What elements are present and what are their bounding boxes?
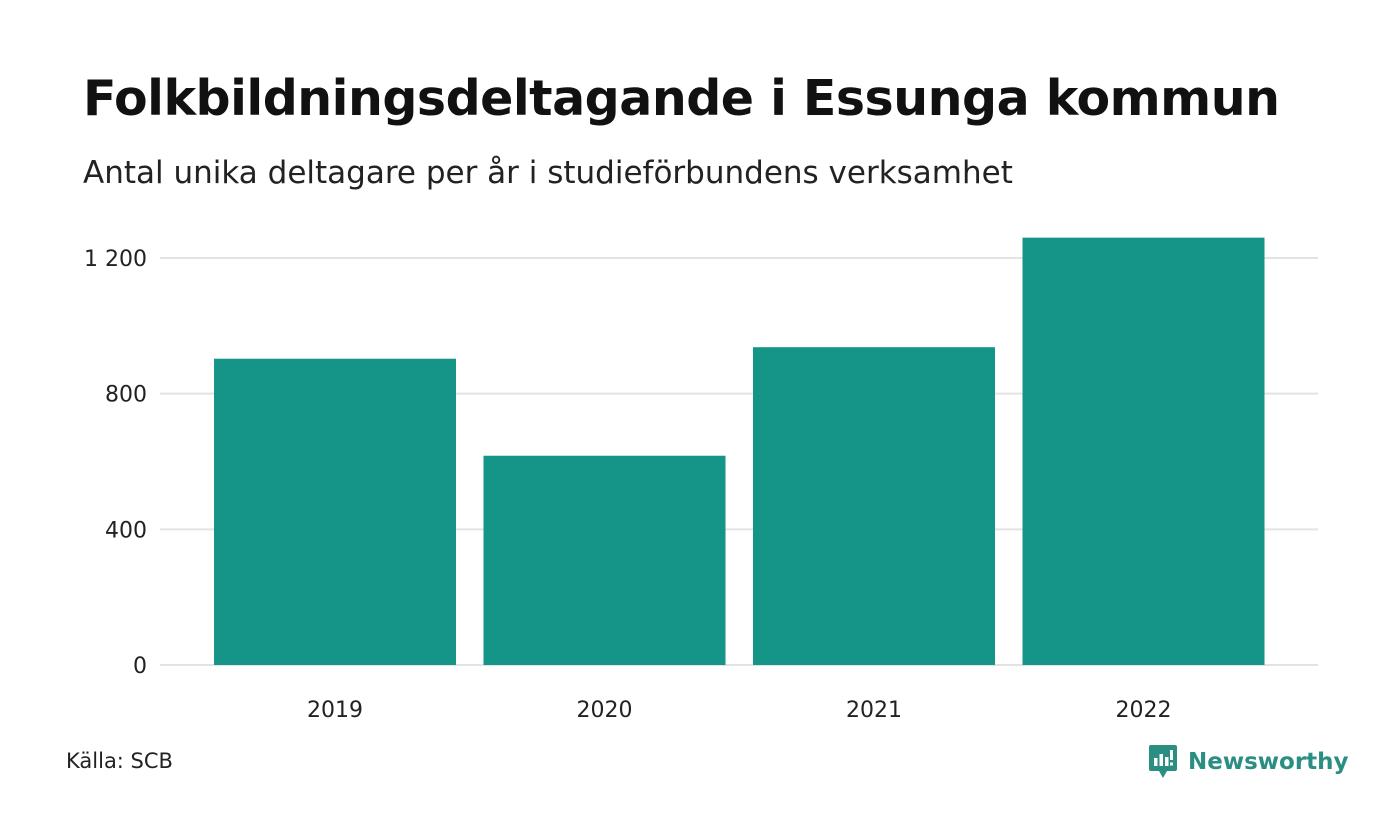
bar-2019	[214, 358, 456, 665]
x-axis-tick-labels: 2019 2020 2021 2022	[307, 698, 1172, 723]
x-tick-label: 2020	[577, 698, 633, 723]
bar-2020	[483, 455, 726, 665]
y-tick-label: 1 200	[84, 247, 147, 272]
bars	[214, 237, 1265, 665]
chart-subtitle: Antal unika deltagare per år i studieför…	[83, 155, 1013, 191]
chart-title: Folkbildningsdeltagande i Essunga kommun	[83, 70, 1280, 127]
y-tick-label: 0	[133, 654, 147, 679]
x-tick-label: 2022	[1116, 698, 1172, 723]
y-axis-tick-labels: 0 400 800 1 200	[84, 247, 147, 679]
bar-2022	[1022, 237, 1265, 665]
newsworthy-logo-icon	[1149, 745, 1177, 778]
brand-logo[interactable]: Newsworthy	[1148, 743, 1349, 781]
source-note: Källa: SCB	[66, 749, 173, 773]
brand-name: Newsworthy	[1188, 749, 1349, 775]
x-tick-label: 2019	[307, 698, 363, 723]
y-tick-label: 400	[105, 518, 147, 543]
x-tick-label: 2021	[846, 698, 902, 723]
y-tick-label: 800	[105, 383, 147, 408]
bar-2021	[753, 347, 995, 665]
